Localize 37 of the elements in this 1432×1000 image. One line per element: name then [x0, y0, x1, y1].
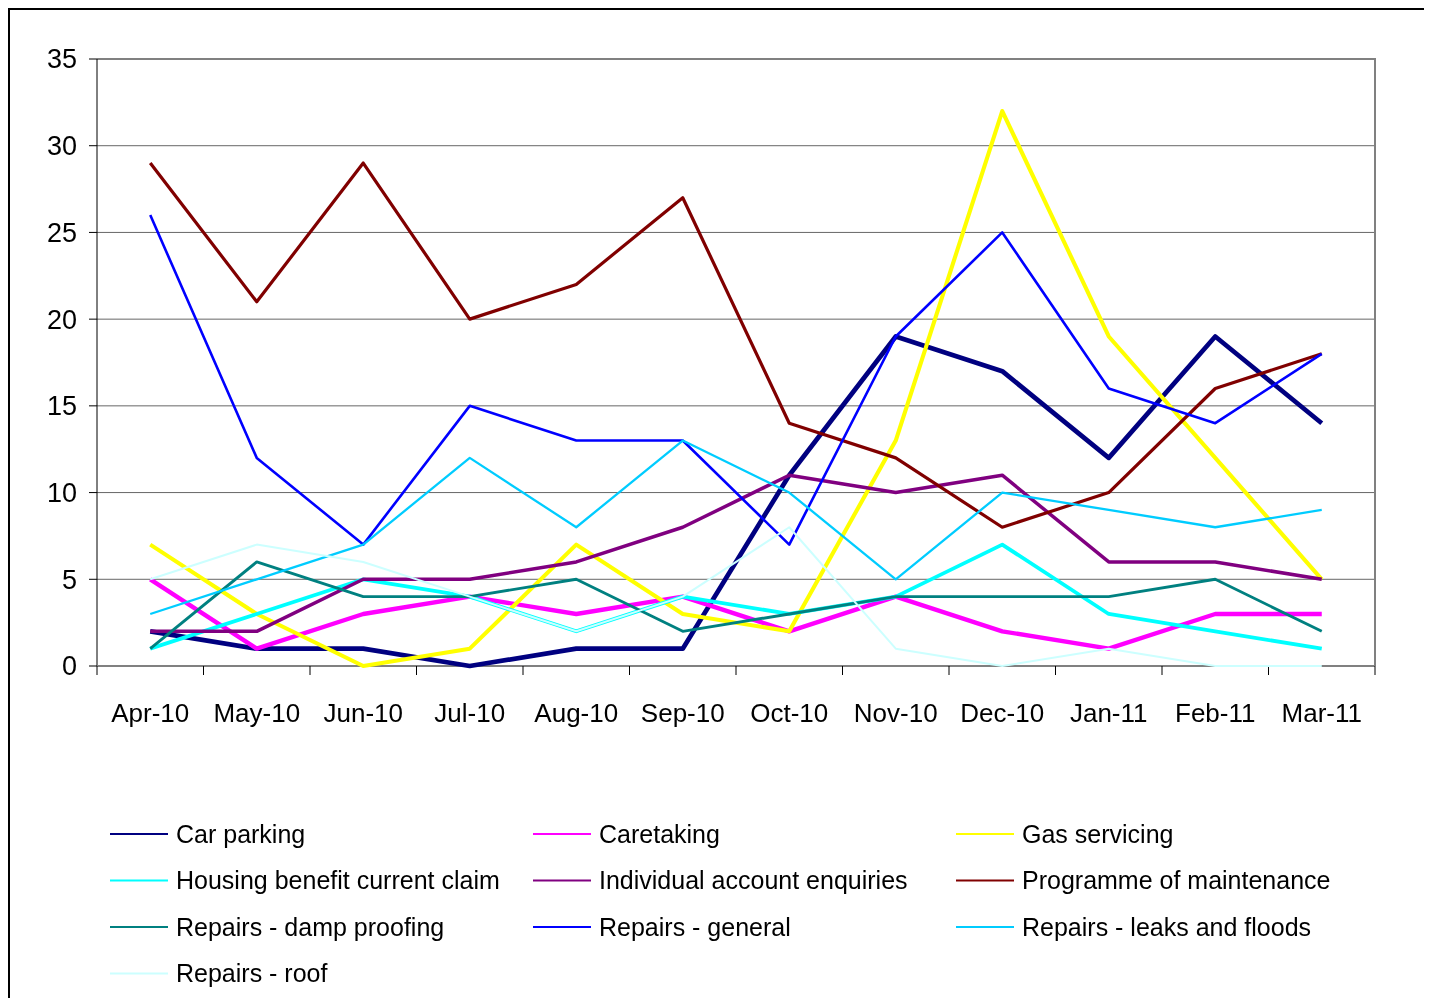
x-tick-label: Oct-10 [750, 698, 829, 728]
y-tick-label: 35 [46, 44, 77, 75]
legend-label: Individual account enquiries [599, 866, 908, 895]
y-tick-label: 20 [46, 304, 77, 335]
y-tick-label: 15 [46, 391, 77, 422]
x-tick-label: Aug-10 [534, 698, 619, 728]
line-series [149, 439, 1323, 616]
x-tick-label: Jul-10 [434, 698, 506, 728]
legend-label: Repairs - roof [176, 959, 328, 988]
legend-label: Repairs - damp proofing [176, 912, 445, 941]
line-series [148, 213, 1324, 546]
x-tick-label: Dec-10 [960, 698, 1045, 728]
x-tick-label: Feb-11 [1175, 698, 1256, 728]
x-tick-label: Jun-10 [323, 698, 403, 728]
legend-label: Housing benefit current claim [176, 866, 500, 895]
x-tick-label: Sep-10 [640, 698, 725, 728]
line-series [148, 560, 1324, 651]
x-tick-label: Nov-10 [853, 698, 938, 728]
legend-label: Repairs - general [599, 912, 791, 941]
y-tick-label: 5 [61, 564, 77, 595]
legend-label: Programme of maintenance [1022, 866, 1331, 895]
legend-label: Caretaking [599, 819, 720, 848]
y-tick-label: 10 [46, 478, 77, 509]
y-tick-label: 30 [46, 131, 77, 162]
y-tick-label: 0 [61, 651, 77, 682]
line-series [148, 108, 1324, 669]
line-series [149, 526, 1323, 667]
line-series [148, 473, 1324, 634]
x-tick-label: Apr-10 [111, 698, 190, 728]
legend-label: Repairs - leaks and floods [1022, 912, 1312, 941]
legend-label: Gas servicing [1022, 819, 1174, 848]
line-series [147, 334, 1325, 669]
x-tick-label: Jan-11 [1069, 698, 1148, 728]
y-tick-label: 25 [46, 217, 77, 248]
x-tick-label: May-10 [213, 698, 301, 728]
x-tick-label: Mar-11 [1281, 698, 1362, 728]
legend-label: Car parking [176, 819, 306, 848]
